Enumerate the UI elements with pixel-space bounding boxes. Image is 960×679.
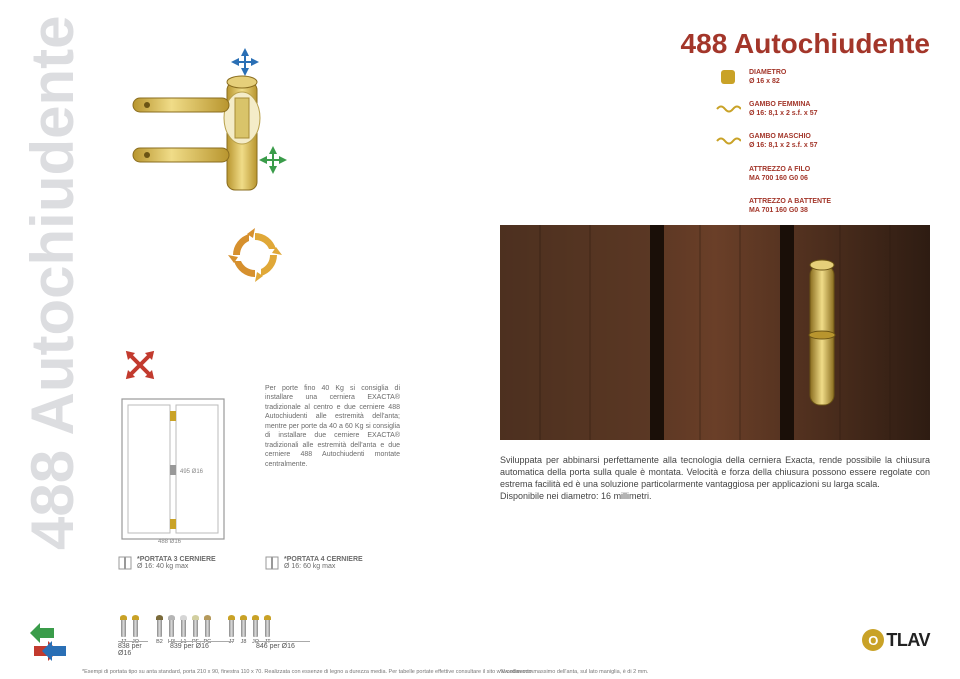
code: 839 per Ø16 (170, 641, 234, 657)
code: 838 per Ø16 (118, 641, 148, 657)
door-icon (118, 556, 132, 570)
hinge-illustration-top (125, 40, 335, 210)
spec-value: Ø 16 x 82 (749, 77, 786, 86)
product-description: Sviluppata per abbinarsi perfettamente a… (500, 454, 930, 503)
thread-icon (715, 132, 741, 150)
spec-row: ATTREZZO A FILOMA 700 160 G0 06 (715, 165, 930, 183)
cylinder-icon (715, 68, 741, 86)
code: 846 per Ø16 (256, 641, 310, 657)
door-icon (265, 556, 279, 570)
codes-row: 838 per Ø16 839 per Ø16 846 per Ø16 (118, 641, 310, 657)
product-photo (500, 225, 930, 440)
door-label-top: 495 Ø16 (180, 469, 204, 475)
portata-title: *PORTATA 4 CERNIERE (284, 556, 363, 563)
brand-logo: O TLAV (862, 629, 930, 651)
load-capacity-4: *PORTATA 4 CERNIEREØ 16: 60 kg max (265, 556, 363, 570)
spec-value: Ø 16: 8,1 x 2 s.f. x 57 (749, 109, 818, 118)
door-label-bottom: 488 Ø16 (158, 539, 182, 545)
spec-label: ATTREZZO A FILO (749, 165, 810, 174)
spec-row: DIAMETROØ 16 x 82 (715, 68, 930, 86)
thread-icon (715, 100, 741, 118)
expand-icon (110, 335, 170, 395)
spec-value: Ø 16: 8,1 x 2 s.f. x 57 (749, 141, 818, 150)
spec-row: GAMBO FEMMINAØ 16: 8,1 x 2 s.f. x 57 (715, 100, 930, 118)
vertical-title-text: 488 Autochiudente (19, 15, 86, 550)
spec-value: MA 701 160 G0 38 (749, 206, 831, 215)
load-capacity-3: *PORTATA 3 CERNIEREØ 16: 40 kg max (118, 556, 216, 570)
recommendation-text: Per porte fino 40 Kg si consiglia di ins… (265, 384, 400, 469)
spec-label: ATTREZZO A BATTENTE (749, 197, 831, 206)
footer: J7JOB2H3L1PFPGJ7J8JOJT 838 per Ø16 839 p… (0, 593, 960, 679)
page-title: 488 Autochiudente (681, 28, 930, 60)
spec-label: DIAMETRO (749, 68, 786, 77)
desc-text: Sviluppata per abbinarsi perfettamente a… (500, 455, 930, 501)
brand-mark-icon: O (862, 629, 884, 651)
blank-icon (715, 197, 741, 215)
vertical-product-title: 488 Autochiudente (8, 10, 98, 558)
rotation-icon (225, 225, 285, 285)
spec-row: ATTREZZO A BATTENTEMA 701 160 G0 38 (715, 197, 930, 215)
door-diagram: 495 Ø16 488 Ø16 (118, 395, 228, 545)
spec-label: GAMBO FEMMINA (749, 100, 818, 109)
footnote-right: *Il cedimento massimo dell'anta, sul lat… (500, 669, 648, 675)
blank-icon (715, 165, 741, 183)
spec-label: GAMBO MASCHIO (749, 132, 818, 141)
portata-sub: Ø 16: 60 kg max (284, 563, 363, 570)
portata-title: *PORTATA 3 CERNIERE (137, 556, 216, 563)
footnote-left: *Esempi di portata tipo su anta standard… (82, 669, 534, 675)
logo-arrows-icon (18, 615, 70, 667)
portata-sub: Ø 16: 40 kg max (137, 563, 216, 570)
brand-name: TLAV (886, 630, 930, 651)
spec-value: MA 700 160 G0 06 (749, 174, 810, 183)
spec-row: GAMBO MASCHIOØ 16: 8,1 x 2 s.f. x 57 (715, 132, 930, 150)
